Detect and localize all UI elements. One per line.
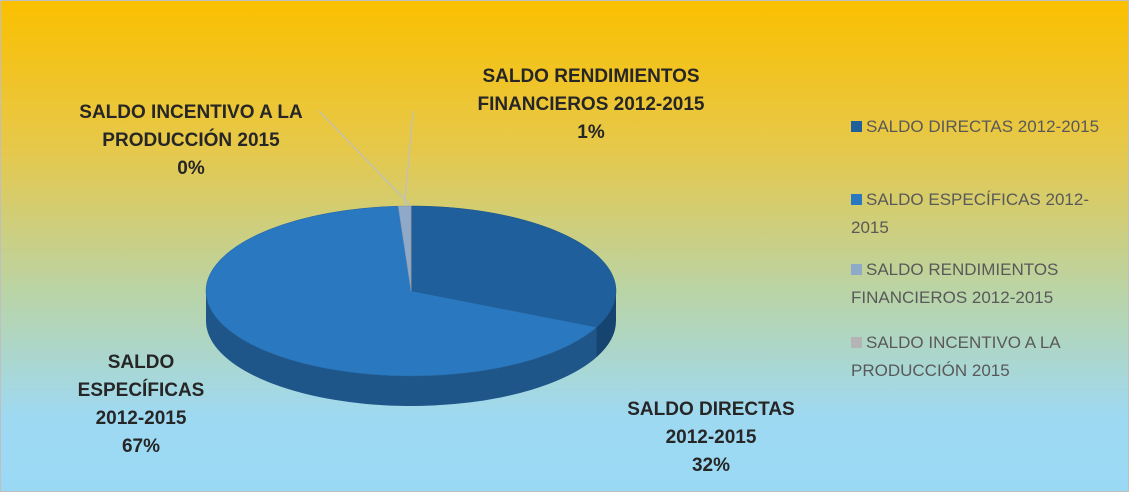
label-category: SALDO ESPECÍFICAS 2012-2015 — [77, 352, 205, 429]
slice — [205, 205, 598, 377]
data-label: SALDO INCENTIVO A LA PRODUCCIÓN 2015 0% — [46, 99, 336, 183]
legend-swatch — [851, 264, 862, 275]
label-category: SALDO DIRECTAS 2012-2015 — [627, 399, 795, 448]
label-category: SALDO INCENTIVO A LA PRODUCCIÓN 2015 — [79, 102, 303, 151]
legend-item: SALDO ESPECÍFICAS 2012-2015 — [851, 186, 1121, 242]
data-label: SALDO RENDIMIENTOS FINANCIEROS 2012-2015… — [446, 63, 736, 147]
legend-item: SALDO RENDIMIENTOS FINANCIEROS 2012-2015 — [851, 256, 1121, 312]
legend-item: SALDO INCENTIVO A LA PRODUCCIÓN 2015 — [851, 329, 1121, 385]
label-value: 67% — [121, 436, 161, 457]
legend-label: SALDO RENDIMIENTOS FINANCIEROS 2012-2015 — [851, 260, 1059, 307]
slice-side — [596, 291, 616, 358]
slice — [410, 205, 617, 328]
legend-swatch — [851, 194, 862, 205]
leader-line — [403, 110, 414, 207]
data-label: SALDO DIRECTAS 2012-2015 32% — [601, 396, 821, 480]
label-category: SALDO RENDIMIENTOS FINANCIEROS 2012-2015 — [477, 66, 705, 115]
data-label: SALDO ESPECÍFICAS 2012-2015 67% — [56, 349, 226, 461]
label-value: 1% — [577, 122, 605, 143]
legend-swatch — [851, 337, 862, 348]
slice-side — [205, 291, 597, 407]
legend-label: SALDO ESPECÍFICAS 2012-2015 — [851, 190, 1089, 237]
legend-label: SALDO INCENTIVO A LA PRODUCCIÓN 2015 — [851, 333, 1060, 380]
legend-item: SALDO DIRECTAS 2012-2015 — [851, 113, 1121, 141]
label-value: 32% — [691, 455, 731, 476]
label-value: 0% — [177, 158, 205, 179]
legend-label: SALDO DIRECTAS 2012-2015 — [866, 117, 1100, 136]
legend-swatch — [851, 121, 862, 132]
leader-line — [318, 110, 412, 207]
